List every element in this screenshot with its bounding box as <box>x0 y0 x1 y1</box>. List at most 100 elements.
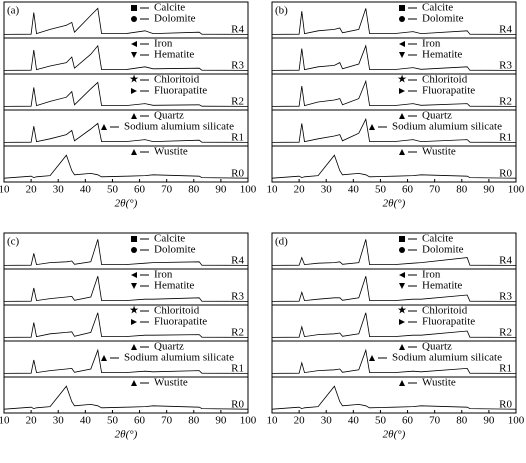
x-tick-label: 60 <box>402 415 414 427</box>
legend-symbol <box>131 272 137 278</box>
annotation: Dolomite <box>422 13 464 25</box>
panel-label: (b) <box>275 5 288 17</box>
annotation: Calcite <box>154 2 185 14</box>
xrd-pattern <box>271 312 517 338</box>
xrd-pattern <box>3 276 249 302</box>
legend-symbol <box>369 355 375 361</box>
series-label: R2 <box>499 96 512 108</box>
legend-symbol <box>399 41 405 47</box>
xrd-pattern <box>3 312 249 338</box>
xrd-pattern <box>3 7 249 35</box>
x-tick-label: 100 <box>240 184 257 196</box>
plot-frame <box>3 232 249 414</box>
panel-label: (c) <box>7 236 20 248</box>
annotation: Wustite <box>154 146 188 158</box>
legend-symbol <box>131 380 137 386</box>
xrd-pattern <box>3 81 249 107</box>
series-label: R3 <box>499 291 512 303</box>
annotation: Calcite <box>422 2 453 14</box>
x-tick-label: 40 <box>348 184 360 196</box>
legend-symbol <box>131 236 137 242</box>
series-label: R4 <box>499 24 512 36</box>
x-tick-label: 50 <box>107 415 119 427</box>
x-tick-label: 100 <box>508 415 525 427</box>
annotation: Wustite <box>422 377 456 389</box>
x-tick-label: 40 <box>80 415 92 427</box>
series-label: R0 <box>231 168 244 180</box>
x-tick-label: 60 <box>134 184 146 196</box>
x-tick-label: 50 <box>375 184 387 196</box>
legend-symbol <box>131 113 137 119</box>
legend-symbol <box>131 16 137 22</box>
x-tick-label: 30 <box>53 415 65 427</box>
legend-symbol <box>131 283 137 289</box>
xrd-pattern <box>271 385 517 410</box>
x-tick-label: 60 <box>134 415 146 427</box>
xrd-pattern <box>271 154 517 179</box>
xrd-pattern <box>271 44 517 71</box>
annotation: Quartz <box>422 341 452 353</box>
x-tick-label: 70 <box>161 184 173 196</box>
series-label: R1 <box>231 363 244 375</box>
annotation: Sodium alumium silicate <box>392 352 502 364</box>
annotation: Hematite <box>154 49 194 61</box>
x-tick-label: 40 <box>348 415 360 427</box>
annotation: Fluorapatite <box>422 85 475 97</box>
xrd-pattern <box>271 117 517 143</box>
annotation: Chloritoid <box>422 74 468 86</box>
x-tick-label: 90 <box>483 415 495 427</box>
xrd-pattern <box>3 44 249 71</box>
x-axis-label: 2θ(°) <box>383 429 406 441</box>
annotation: Fluorapatite <box>154 316 207 328</box>
legend-symbol <box>399 149 405 155</box>
x-tick-label: 50 <box>107 184 119 196</box>
series-label: R1 <box>231 132 244 144</box>
annotation: Quartz <box>154 341 184 353</box>
annotation: Wustite <box>422 146 456 158</box>
series-label: R0 <box>499 168 512 180</box>
annotation: Sodium alumium silicate <box>124 352 234 364</box>
x-tick-label: 80 <box>188 415 200 427</box>
x-tick-label: 30 <box>321 184 333 196</box>
x-tick-label: 10 <box>0 415 10 427</box>
annotation: Iron <box>422 269 441 281</box>
legend-symbol <box>131 88 137 94</box>
x-tick-label: 100 <box>508 184 525 196</box>
xrd-pattern <box>3 122 249 143</box>
annotation: Sodium alumium silicate <box>392 121 502 133</box>
series-label: R4 <box>231 24 244 36</box>
x-tick-label: 70 <box>161 415 173 427</box>
panel-label: (a) <box>7 5 20 17</box>
legend-symbol: ★ <box>397 305 407 317</box>
annotation: Iron <box>422 38 441 50</box>
legend-symbol <box>131 149 137 155</box>
series-label: R2 <box>231 96 244 108</box>
xrd-pattern <box>3 348 249 374</box>
xrd-pattern <box>3 385 249 410</box>
series-label: R2 <box>499 327 512 339</box>
legend-symbol <box>399 380 405 386</box>
panel-label: (d) <box>275 236 288 248</box>
legend-symbol: ★ <box>397 74 407 86</box>
x-tick-label: 80 <box>456 415 468 427</box>
x-tick-label: 20 <box>294 184 306 196</box>
annotation: Hematite <box>422 49 462 61</box>
series-label: R4 <box>499 255 512 267</box>
x-tick-label: 10 <box>0 184 10 196</box>
x-tick-label: 20 <box>294 415 306 427</box>
x-tick-label: 40 <box>80 184 92 196</box>
x-tick-label: 90 <box>215 184 227 196</box>
legend-symbol: ★ <box>129 305 139 317</box>
x-tick-label: 90 <box>483 184 495 196</box>
annotation: Chloritoid <box>154 74 200 86</box>
annotation: Hematite <box>422 280 462 292</box>
x-tick-label: 70 <box>429 184 441 196</box>
annotation: Hematite <box>154 280 194 292</box>
annotation: Fluorapatite <box>422 316 475 328</box>
annotation: Sodium alumium silicate <box>124 121 234 133</box>
annotation: Iron <box>154 269 173 281</box>
xrd-pattern <box>271 239 517 266</box>
xrd-pattern <box>271 79 517 107</box>
xrd-pattern <box>271 8 517 35</box>
annotation: Dolomite <box>422 244 464 256</box>
